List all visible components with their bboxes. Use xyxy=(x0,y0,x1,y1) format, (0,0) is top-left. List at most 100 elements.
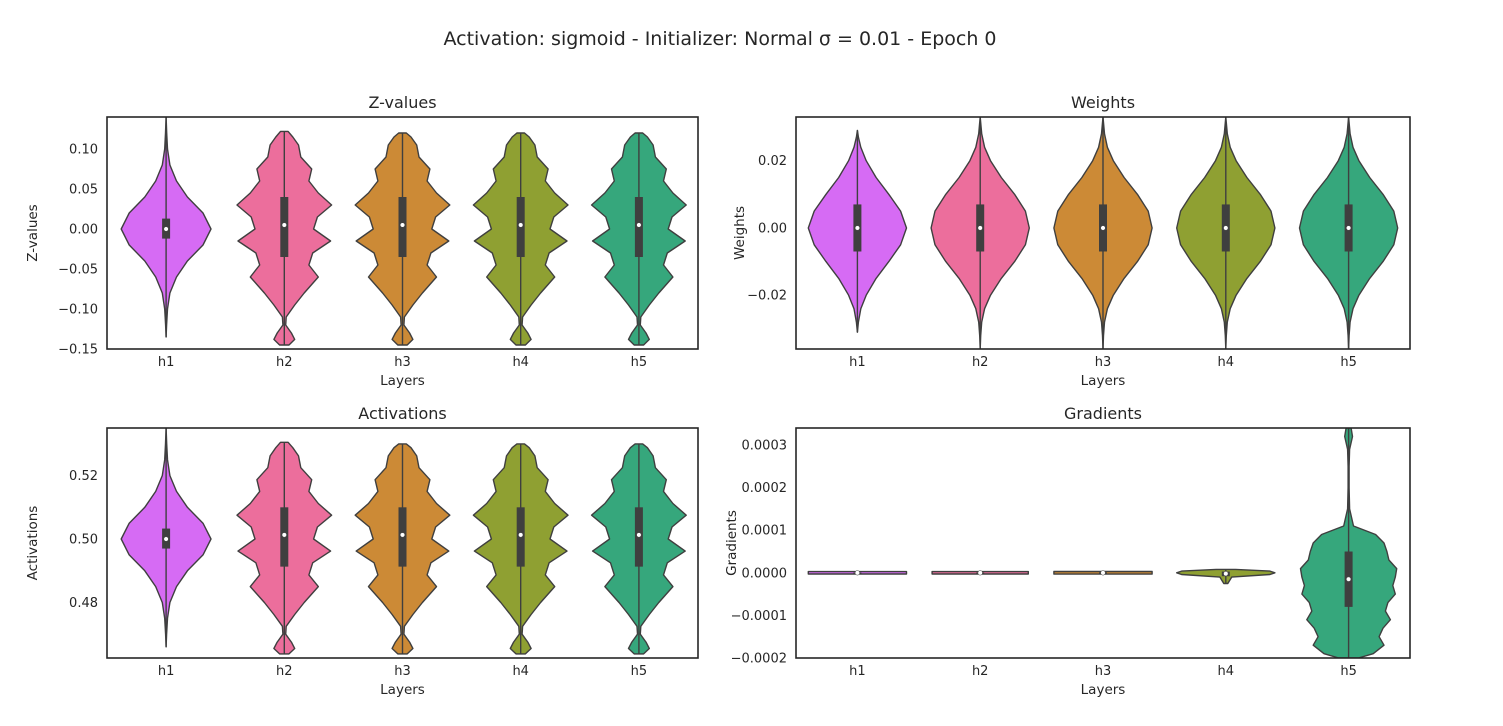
median-point xyxy=(281,532,287,538)
figure-title: Activation: sigmoid - Initializer: Norma… xyxy=(443,28,996,50)
y-tick-label: 0.0002 xyxy=(742,481,788,496)
median-point xyxy=(399,532,406,538)
x-tick-label: h3 xyxy=(394,664,411,679)
plot-area xyxy=(807,428,1398,658)
violin-h5 xyxy=(590,443,687,655)
plot-area xyxy=(120,117,687,346)
x-tick-label: h4 xyxy=(1218,664,1235,679)
violin-h1 xyxy=(120,428,212,648)
y-tick-label: −0.10 xyxy=(58,303,98,318)
axes-frame xyxy=(795,116,1411,350)
violin-h3 xyxy=(354,443,451,655)
x-tick-label: h5 xyxy=(1340,355,1357,370)
y-tick-label: 0.52 xyxy=(69,469,98,484)
violin-h1 xyxy=(120,117,212,338)
y-tick-label: −0.0001 xyxy=(731,609,787,624)
x-tick-label: h5 xyxy=(1340,664,1357,679)
median-point xyxy=(1100,225,1106,231)
x-tick-label: h4 xyxy=(512,355,529,370)
panel-title: Z-values xyxy=(368,93,436,112)
x-axis-label: Layers xyxy=(1081,682,1126,698)
panel-z-values: Z-values −0.15 −0.10 −0.05 0.00 0.05 0.10 h1 h2 h… xyxy=(25,93,699,389)
x-tick-label: h2 xyxy=(972,664,989,679)
x-axis-label: Layers xyxy=(380,682,425,698)
y-tick-label: 0.10 xyxy=(69,143,98,158)
axes-frame xyxy=(795,427,1411,659)
x-tick-label: h2 xyxy=(972,355,989,370)
violin-h5 xyxy=(1299,428,1398,658)
median-point xyxy=(636,222,642,228)
median-point xyxy=(636,532,642,538)
violin-h1 xyxy=(807,570,908,576)
y-tick-label: −0.0002 xyxy=(731,652,787,667)
y-tick-label: 0.0001 xyxy=(742,524,788,539)
x-tick-label: h2 xyxy=(276,355,293,370)
plot-area xyxy=(807,117,1399,349)
violin-h1 xyxy=(807,129,908,333)
x-tick-label: h1 xyxy=(849,355,866,370)
panel-title: Gradients xyxy=(1064,404,1142,423)
violin-h5 xyxy=(1298,117,1399,349)
axes-frame xyxy=(106,116,699,350)
x-tick-label: h5 xyxy=(631,664,648,679)
median-point xyxy=(1100,570,1106,576)
panels: Z-values −0.15 −0.10 −0.05 0.00 0.05 0.10 h1 h2 h… xyxy=(25,93,1411,698)
violin-h2 xyxy=(930,117,1030,349)
y-axis-label: Z-values xyxy=(25,204,41,261)
x-tick-label: h3 xyxy=(1095,355,1112,370)
y-tick-label: 0.0000 xyxy=(742,566,788,581)
y-tick-label: −0.05 xyxy=(58,263,98,278)
y-axis-label: Activations xyxy=(25,506,41,581)
median-point xyxy=(1346,576,1352,582)
x-tick-label: h4 xyxy=(1218,355,1235,370)
y-tick-label: 0.00 xyxy=(69,223,98,238)
median-point xyxy=(854,225,860,231)
median-point xyxy=(399,222,406,228)
panel-weights: Weights −0.02 0.00 0.02 h1 h2 h3 h4 h5 Layers Weig… xyxy=(732,93,1411,389)
violin-h4 xyxy=(472,132,569,346)
x-tick-label: h2 xyxy=(276,664,293,679)
axes-frame xyxy=(106,427,699,659)
median-point xyxy=(518,222,524,228)
violin-h5 xyxy=(590,132,687,346)
x-tick-label: h1 xyxy=(158,664,175,679)
x-tick-label: h5 xyxy=(631,355,648,370)
x-tick-label: h1 xyxy=(849,664,866,679)
y-tick-label: 0.48 xyxy=(69,596,98,611)
median-point xyxy=(1223,225,1229,231)
y-tick-label: 0.05 xyxy=(69,183,98,198)
y-axis-label: Gradients xyxy=(724,510,740,576)
panel-title: Activations xyxy=(358,404,446,423)
x-tick-label: h1 xyxy=(158,355,175,370)
y-tick-label: 0.0003 xyxy=(742,439,788,454)
y-tick-label: 0.00 xyxy=(758,221,787,236)
y-tick-label: 0.50 xyxy=(69,533,98,548)
median-point xyxy=(163,536,169,542)
x-tick-label: h3 xyxy=(394,355,411,370)
x-axis-label: Layers xyxy=(1081,373,1126,389)
median-point xyxy=(1223,571,1229,577)
x-axis-label: Layers xyxy=(380,373,425,389)
x-tick-label: h3 xyxy=(1095,664,1112,679)
violin-h3 xyxy=(354,132,451,346)
median-point xyxy=(163,226,169,232)
median-point xyxy=(854,570,860,576)
y-tick-label: −0.02 xyxy=(747,289,787,304)
violin-h4 xyxy=(1176,568,1276,585)
violin-h3 xyxy=(1053,117,1153,349)
median-point xyxy=(977,570,983,576)
plot-area xyxy=(120,428,687,655)
median-point xyxy=(518,532,524,538)
median-point xyxy=(977,225,983,231)
y-tick-label: −0.15 xyxy=(58,343,98,358)
violin-h3 xyxy=(1053,570,1153,576)
x-tick-label: h4 xyxy=(512,664,529,679)
violin-h4 xyxy=(1176,117,1276,349)
violin-h2 xyxy=(236,441,333,655)
violin-h4 xyxy=(472,443,569,655)
violin-h2 xyxy=(236,130,333,346)
violin-h2 xyxy=(931,570,1029,576)
panel-title: Weights xyxy=(1071,93,1135,112)
median-point xyxy=(1346,225,1352,231)
